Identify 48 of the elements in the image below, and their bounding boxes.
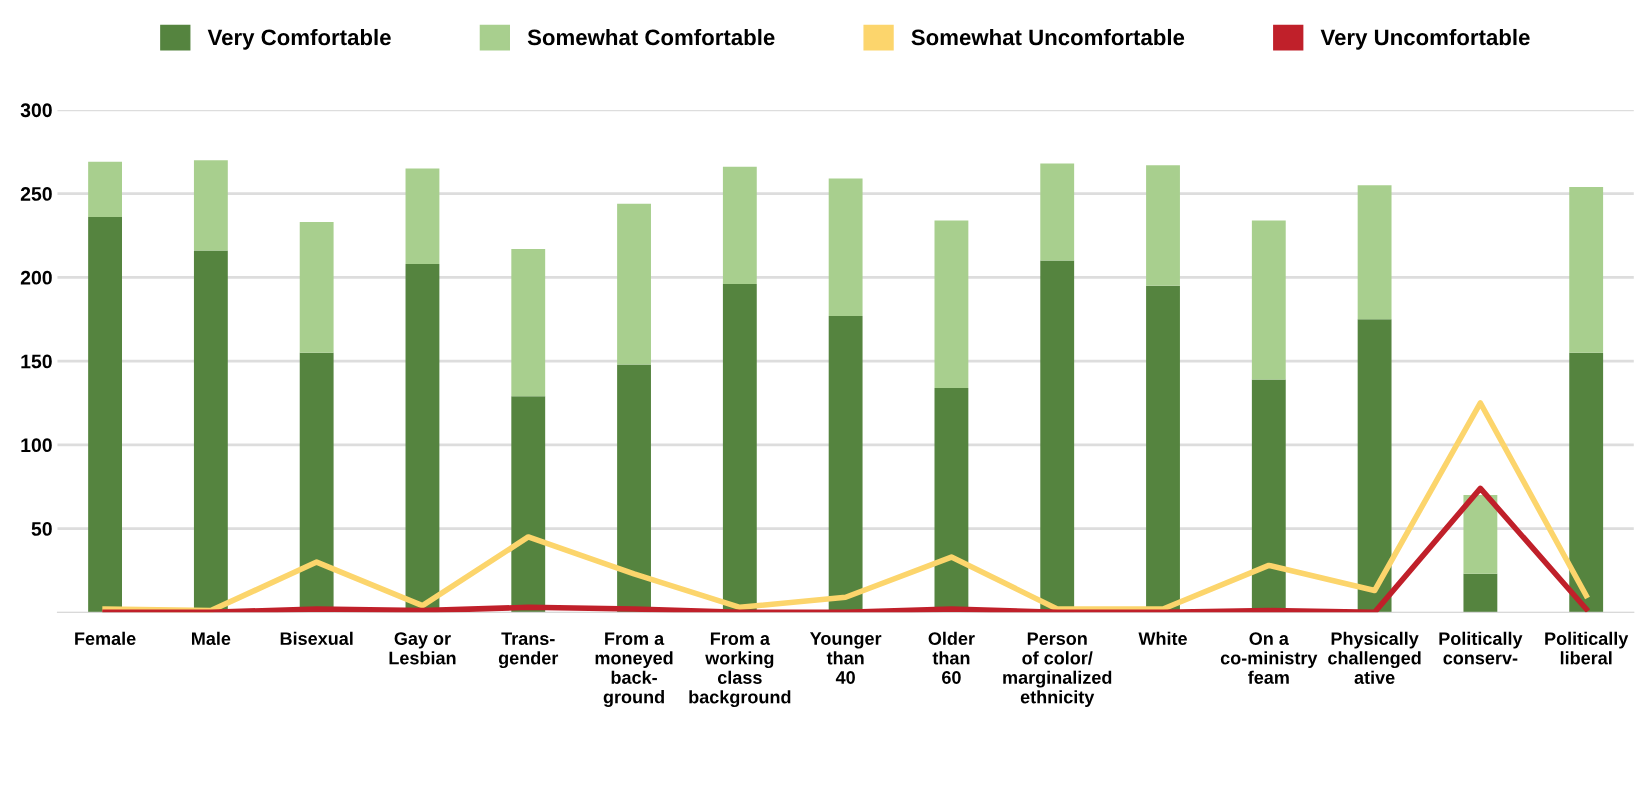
bar: [722, 284, 757, 613]
legend-label: Somewhat Comfortable: [527, 28, 775, 46]
bar: [828, 178, 863, 316]
x-tick-label: Female: [75, 631, 136, 646]
legend-label: Very Uncomfortable: [1320, 28, 1530, 50]
bar: [405, 168, 440, 264]
y-tick-label: 200: [20, 270, 52, 285]
y-tick-label: 100: [21, 438, 52, 453]
bar: [934, 220, 969, 388]
bar: [88, 217, 122, 613]
legend-label: Somewhat Uncomfortable: [911, 28, 1185, 46]
bar: [511, 248, 546, 397]
bar: [299, 222, 334, 353]
bar: [1463, 573, 1498, 613]
x-tick-label: Older than 60: [928, 631, 975, 684]
bar: [1146, 165, 1180, 286]
x-tick-label: Trans- gender: [498, 632, 559, 669]
x-tick-label: Gay or Lesbian: [389, 632, 456, 665]
bar: [1569, 352, 1604, 613]
y-tick-label: 250: [20, 187, 52, 201]
x-tick-label: Bisexual: [280, 631, 353, 646]
x-tick-label: Politically liberal: [1545, 631, 1629, 665]
x-tick-label: On a co-ministry feam: [1220, 632, 1318, 684]
bar: [193, 160, 228, 251]
bar: [617, 203, 651, 365]
y-tick-label: 50: [31, 522, 52, 536]
legend-label: Very Comfortable: [207, 28, 391, 50]
bar: [722, 166, 757, 285]
bar: [617, 364, 651, 613]
bar: [1357, 319, 1392, 613]
bar: [511, 396, 546, 613]
x-tick-label: White: [1138, 631, 1187, 646]
bar: [1569, 186, 1604, 353]
x-tick-label: Male: [192, 631, 231, 646]
x-tick-label: From a moneyed back- ground: [595, 632, 673, 707]
x-tick-label: Physically challenged ative: [1328, 631, 1421, 684]
x-tick-label: From a working class background: [689, 632, 791, 708]
x-tick-label: Politically conserv-: [1439, 631, 1523, 665]
bar: [88, 161, 122, 218]
bar: [1463, 495, 1498, 574]
y-tick-label: 300: [20, 103, 52, 118]
bar: [1251, 220, 1286, 380]
x-tick-label: Person of color/ marginalized ethnicity: [1003, 632, 1112, 707]
y-tick-label: 150: [21, 354, 52, 369]
bar: [1357, 185, 1392, 320]
bar: [828, 315, 863, 613]
x-tick-label: Younger than 40: [809, 632, 882, 684]
bar: [1040, 163, 1075, 261]
